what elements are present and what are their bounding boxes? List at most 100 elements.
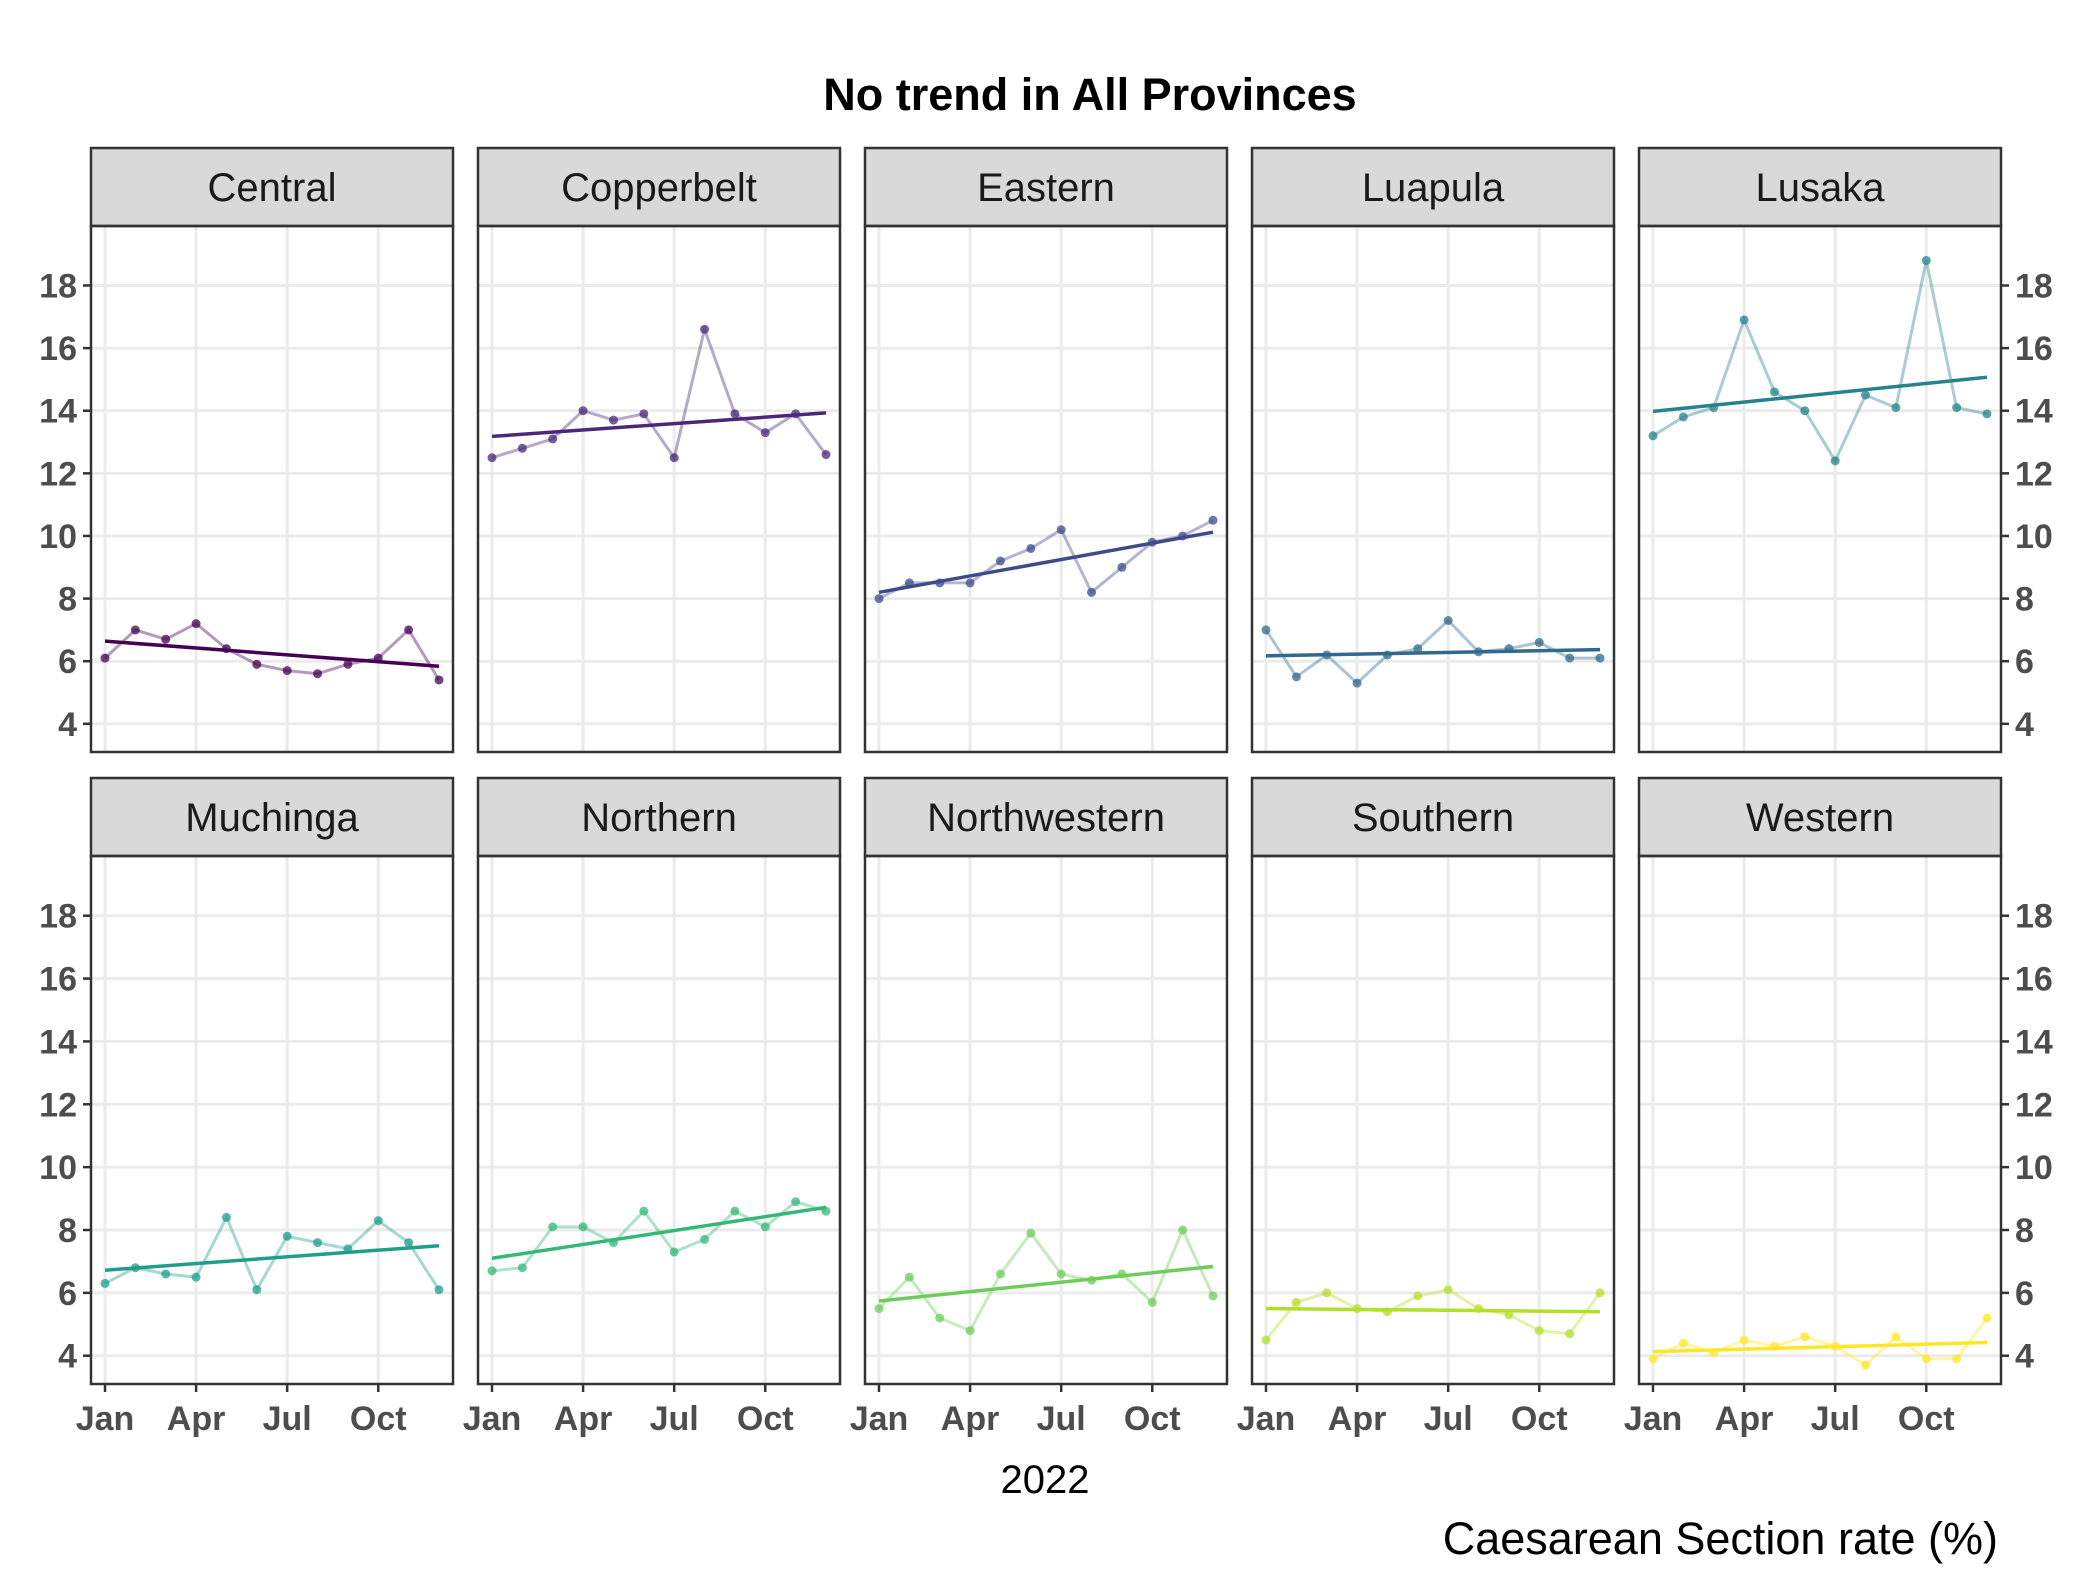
data-point xyxy=(1648,1354,1658,1364)
y-tick-label: 4 xyxy=(2015,1338,2034,1376)
x-tick-label: Oct xyxy=(1898,1400,1955,1438)
strip-label: Western xyxy=(1746,796,1894,840)
panel-background xyxy=(91,856,453,1384)
y-tick-label: 10 xyxy=(39,518,77,556)
data-point xyxy=(935,1313,945,1323)
data-point xyxy=(874,594,884,604)
data-point xyxy=(965,578,975,588)
data-point xyxy=(1056,1269,1066,1279)
data-point xyxy=(313,669,323,679)
y-tick-label: 4 xyxy=(2015,706,2034,744)
data-point xyxy=(1769,1341,1779,1351)
y-tick-label: 6 xyxy=(2015,643,2034,681)
data-point xyxy=(1565,653,1575,663)
trend-line xyxy=(1265,647,1601,658)
y-tick-label: 4 xyxy=(58,1338,77,1376)
data-point xyxy=(1565,1329,1575,1339)
trend-line xyxy=(491,411,827,439)
data-point xyxy=(1178,531,1188,541)
y-tick-label: 16 xyxy=(39,330,77,368)
strip-label: Northwestern xyxy=(927,796,1165,840)
y-tick-label: 10 xyxy=(2015,518,2053,556)
strip-background xyxy=(476,776,842,858)
x-tick-label: Jul xyxy=(650,1400,699,1438)
data-point xyxy=(904,578,914,588)
x-tick-label: Oct xyxy=(350,1400,407,1438)
y-tick-label: 8 xyxy=(2015,581,2034,619)
data-point xyxy=(1830,456,1840,466)
chart-title: No trend in All Provinces xyxy=(823,69,1356,120)
x-tick-label: Jul xyxy=(1424,1400,1473,1438)
panel-border xyxy=(476,224,842,754)
strip-label: Eastern xyxy=(977,166,1115,210)
x-tick-label: Jul xyxy=(1037,1400,1086,1438)
data-point xyxy=(1291,1297,1301,1307)
data-point xyxy=(669,453,679,463)
y-tick-label: 16 xyxy=(39,961,77,999)
series-line xyxy=(877,1226,1215,1333)
strip-label: Central xyxy=(208,166,337,210)
data-point xyxy=(1474,647,1484,657)
strip-label: Northern xyxy=(581,796,737,840)
y-tick-label: 14 xyxy=(2015,393,2053,431)
strip-label: Luapula xyxy=(1362,166,1505,210)
strip-label: Lusaka xyxy=(1756,166,1886,210)
panel-border xyxy=(1250,854,1616,1386)
data-point xyxy=(1504,1310,1514,1320)
data-point xyxy=(700,324,710,334)
trend-line xyxy=(104,1243,440,1272)
data-point xyxy=(130,1263,140,1273)
data-point xyxy=(1861,1360,1871,1370)
panel-lusaka: Lusaka 4 6 8 10 12 14 16 18 xyxy=(1637,146,2053,754)
y-tick-label: 6 xyxy=(58,1275,77,1313)
data-point xyxy=(1413,644,1423,654)
facet-panels: Central 4 6 8 10 12 14 16 18 Copperbelt Eastern Lua… xyxy=(39,146,2053,1438)
x-tick-label: Apr xyxy=(554,1400,613,1438)
strip-background xyxy=(476,146,842,228)
data-point xyxy=(1678,1338,1688,1348)
data-point xyxy=(1352,1304,1362,1314)
y-tick-label: 12 xyxy=(2015,1086,2053,1124)
strip-background xyxy=(89,146,455,228)
panel-background xyxy=(1639,856,2001,1384)
panel-northern: Northern Jan Apr Jul Oct xyxy=(463,776,842,1438)
x-tick-label: Oct xyxy=(1124,1400,1181,1438)
data-point xyxy=(1443,616,1453,625)
strip-background xyxy=(1250,776,1616,858)
data-point xyxy=(1178,1225,1188,1235)
data-point xyxy=(1291,672,1301,682)
data-point xyxy=(1087,587,1097,597)
series-line xyxy=(1264,1288,1602,1341)
y-tick-label: 12 xyxy=(39,455,77,493)
x-tick-label: Jan xyxy=(1624,1400,1683,1438)
data-point xyxy=(191,619,201,629)
x-tick-label: Jul xyxy=(1811,1400,1860,1438)
data-point xyxy=(161,1269,171,1279)
data-point xyxy=(1443,1285,1453,1295)
panel-southern: Southern Jan Apr Jul Oct xyxy=(1237,776,1616,1438)
data-point xyxy=(760,1222,770,1232)
data-point xyxy=(100,1278,110,1288)
data-point xyxy=(821,450,831,460)
series-line xyxy=(103,621,441,681)
data-point xyxy=(517,443,527,453)
data-point xyxy=(904,1272,914,1282)
data-point xyxy=(1208,515,1218,525)
data-point xyxy=(221,1212,231,1222)
x-tick-label: Jul xyxy=(263,1400,312,1438)
panel-border xyxy=(89,224,455,754)
panel-border xyxy=(1637,224,2003,754)
panel-background xyxy=(1252,226,1614,752)
panel-background xyxy=(91,226,453,752)
data-point xyxy=(343,1244,353,1254)
data-point xyxy=(1261,1335,1271,1345)
data-point xyxy=(1678,412,1688,422)
panel-central: Central 4 6 8 10 12 14 16 18 xyxy=(39,146,455,754)
data-point xyxy=(1534,637,1544,647)
trend-line xyxy=(878,530,1214,595)
data-point xyxy=(1739,1335,1749,1345)
data-point xyxy=(1952,1354,1962,1364)
y-tick-label: 6 xyxy=(58,643,77,681)
strip-background xyxy=(89,776,455,858)
